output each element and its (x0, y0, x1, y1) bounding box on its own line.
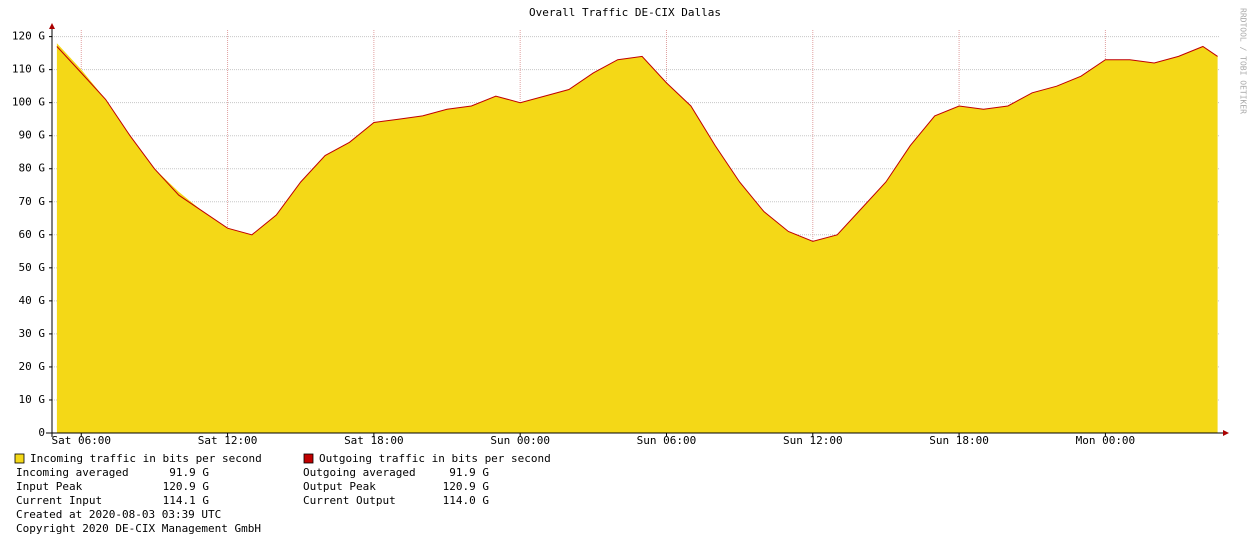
y-tick-label: 20 G (19, 360, 46, 373)
x-tick-label: Sat 12:00 (198, 434, 258, 447)
stat-label: Outgoing averaged (303, 466, 416, 479)
stat-value: 91.9 G (449, 466, 489, 479)
y-tick-label: 120 G (12, 30, 45, 43)
legend-swatch (303, 453, 314, 464)
stat-value: 120.9 G (163, 480, 209, 493)
marks (56, 43, 1218, 433)
watermark: RRDTOOL / TOBI OETIKER (1239, 8, 1248, 114)
legend-swatch (14, 453, 25, 464)
line (56, 45, 1218, 242)
stat-label: Input Peak (16, 480, 83, 493)
axes (46, 23, 1229, 437)
y-tick-label: 70 G (19, 195, 46, 208)
y-arrow (49, 23, 55, 29)
x-tick-label: Sun 12:00 (783, 434, 843, 447)
x-tick-label: Mon 00:00 (1076, 434, 1136, 447)
chart-title: Overall Traffic DE-CIX Dallas (529, 6, 721, 19)
y-tick-label: 100 G (12, 96, 45, 109)
x-tick-label: Sun 00:00 (490, 434, 550, 447)
footer-note: Copyright 2020 DE-CIX Management GmbH (16, 522, 261, 535)
stat-label: Current Input (16, 494, 102, 507)
y-tick-label: 40 G (19, 294, 46, 307)
x-tick-label: Sat 18:00 (344, 434, 404, 447)
stat-label: Output Peak (303, 480, 376, 493)
y-tick-label: 90 G (19, 129, 46, 142)
y-tick-label: 50 G (19, 261, 46, 274)
x-arrow (1223, 430, 1229, 436)
y-tick-label: 80 G (19, 162, 46, 175)
y-tick-label: 30 G (19, 327, 46, 340)
stat-value: 91.9 G (169, 466, 209, 479)
legend-label: Outgoing traffic in bits per second (319, 452, 551, 465)
y-tick-label: 0 (38, 426, 45, 439)
footer-note: Created at 2020-08-03 03:39 UTC (16, 508, 221, 521)
stat-label: Current Output (303, 494, 396, 507)
stat-value: 120.9 G (443, 480, 489, 493)
y-tick-label: 60 G (19, 228, 46, 241)
x-tick-label: Sun 06:00 (637, 434, 697, 447)
legend: Incoming traffic in bits per second Outgo… (14, 452, 551, 535)
y-tick-label: 10 G (19, 393, 46, 406)
area (56, 43, 1218, 433)
stat-value: 114.0 G (443, 494, 489, 507)
stat-label: Incoming averaged (16, 466, 129, 479)
y-tick-label: 110 G (12, 63, 45, 76)
legend-label: Incoming traffic in bits per second (30, 452, 262, 465)
x-tick-label: Sat 06:00 (51, 434, 111, 447)
stat-value: 114.1 G (163, 494, 209, 507)
x-tick-label: Sun 18:00 (929, 434, 989, 447)
